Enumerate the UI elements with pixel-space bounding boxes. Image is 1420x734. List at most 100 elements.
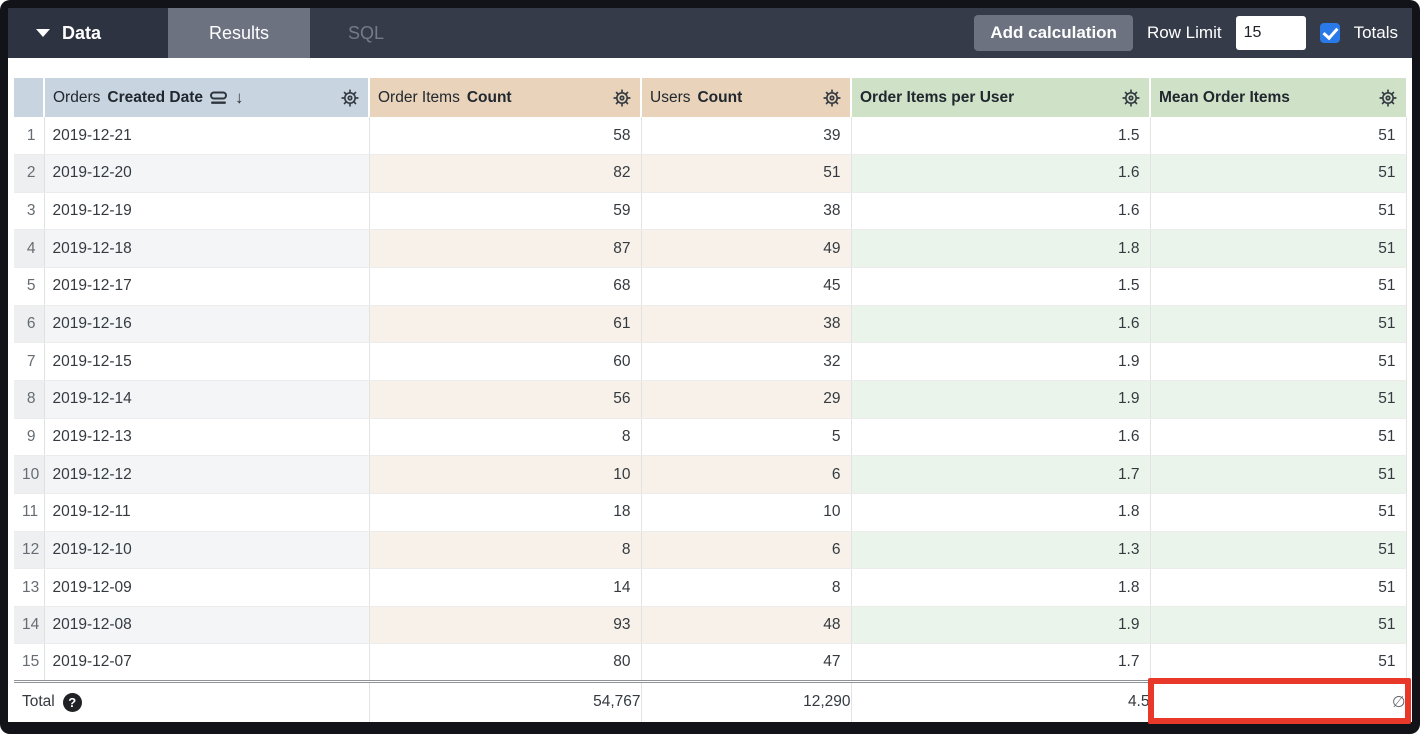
order-items-count-cell[interactable]: 60: [368, 342, 641, 381]
users-count-cell[interactable]: 29: [640, 380, 851, 419]
gear-icon[interactable]: [612, 88, 632, 108]
mean-order-items-cell[interactable]: 51: [1149, 455, 1407, 494]
gear-icon[interactable]: [822, 88, 842, 108]
order-items-count-cell[interactable]: 87: [368, 229, 641, 269]
table-row: 12 2019-12-10 8 6 1.3 51: [14, 531, 1407, 570]
column-header-orders-created-date[interactable]: Orders Created Date ↓: [43, 78, 369, 117]
date-cell[interactable]: 2019-12-21: [44, 117, 369, 156]
order-items-per-user-cell[interactable]: 1.6: [850, 418, 1150, 457]
order-items-count-cell[interactable]: 59: [368, 192, 641, 231]
date-cell[interactable]: 2019-12-11: [44, 493, 369, 532]
mean-order-items-cell[interactable]: 51: [1149, 418, 1407, 457]
column-header-mean-order-items[interactable]: Mean Order Items: [1149, 78, 1406, 117]
order-items-per-user-cell[interactable]: 1.8: [850, 568, 1150, 607]
order-items-count-cell[interactable]: 14: [368, 568, 641, 607]
order-items-count-cell[interactable]: 58: [368, 117, 641, 156]
add-calculation-button[interactable]: Add calculation: [974, 15, 1133, 51]
users-count-cell[interactable]: 38: [640, 192, 851, 231]
order-items-count-cell[interactable]: 82: [368, 154, 641, 193]
column-header-users-count[interactable]: Users Count: [640, 78, 851, 117]
totals-row: Total ? 54,767 12,290 4.5 ∅: [14, 680, 1407, 722]
date-cell[interactable]: 2019-12-09: [44, 568, 369, 607]
date-cell[interactable]: 2019-12-16: [44, 305, 369, 344]
order-items-count-cell[interactable]: 18: [368, 493, 641, 532]
date-cell[interactable]: 2019-12-15: [44, 342, 369, 381]
table-row: 6 2019-12-16 61 38 1.6 51: [14, 305, 1407, 344]
order-items-count-cell[interactable]: 8: [368, 531, 641, 570]
order-items-per-user-cell[interactable]: 1.6: [850, 192, 1150, 231]
mean-order-items-cell[interactable]: 51: [1149, 117, 1407, 156]
order-items-per-user-cell[interactable]: 1.7: [850, 643, 1150, 683]
users-count-cell[interactable]: 51: [640, 154, 851, 193]
order-items-count-cell[interactable]: 8: [368, 418, 641, 457]
mean-order-items-cell[interactable]: 51: [1149, 229, 1407, 269]
date-cell[interactable]: 2019-12-08: [44, 606, 369, 645]
order-items-per-user-cell[interactable]: 1.9: [850, 606, 1150, 645]
users-count-cell[interactable]: 6: [640, 455, 851, 494]
table-row: 5 2019-12-17 68 45 1.5 51: [14, 267, 1407, 306]
gear-icon[interactable]: [340, 88, 360, 108]
date-cell[interactable]: 2019-12-07: [44, 643, 369, 683]
order-items-per-user-cell[interactable]: 1.8: [850, 229, 1150, 269]
mean-order-items-cell[interactable]: 51: [1149, 493, 1407, 532]
order-items-count-cell[interactable]: 80: [368, 643, 641, 683]
users-count-cell[interactable]: 47: [640, 643, 851, 683]
order-items-count-cell[interactable]: 68: [368, 267, 641, 306]
mean-order-items-cell[interactable]: 51: [1149, 192, 1407, 231]
order-items-per-user-cell[interactable]: 1.6: [850, 305, 1150, 344]
order-items-per-user-cell[interactable]: 1.3: [850, 531, 1150, 570]
users-count-cell[interactable]: 39: [640, 117, 851, 156]
data-section-header[interactable]: Data: [8, 8, 168, 58]
mean-order-items-cell[interactable]: 51: [1149, 531, 1407, 570]
order-items-count-cell[interactable]: 61: [368, 305, 641, 344]
date-cell[interactable]: 2019-12-19: [44, 192, 369, 231]
table-row: 1 2019-12-21 58 39 1.5 51: [14, 117, 1407, 156]
mean-order-items-cell[interactable]: 51: [1149, 305, 1407, 344]
tab-results[interactable]: Results: [168, 8, 310, 58]
mean-order-items-cell[interactable]: 51: [1149, 380, 1407, 419]
users-count-cell[interactable]: 8: [640, 568, 851, 607]
gear-icon[interactable]: [1121, 88, 1141, 108]
tab-sql[interactable]: SQL: [310, 8, 422, 58]
date-cell[interactable]: 2019-12-14: [44, 380, 369, 419]
users-count-cell[interactable]: 49: [640, 229, 851, 269]
users-count-cell[interactable]: 32: [640, 342, 851, 381]
mean-order-items-cell[interactable]: 51: [1149, 342, 1407, 381]
users-count-cell[interactable]: 10: [640, 493, 851, 532]
order-items-per-user-cell[interactable]: 1.7: [850, 455, 1150, 494]
mean-order-items-cell[interactable]: 51: [1149, 643, 1407, 683]
gear-icon[interactable]: [1378, 88, 1398, 108]
mean-order-items-cell[interactable]: 51: [1149, 568, 1407, 607]
column-header-order-items-per-user[interactable]: Order Items per User: [850, 78, 1150, 117]
order-items-count-cell[interactable]: 93: [368, 606, 641, 645]
date-cell[interactable]: 2019-12-20: [44, 154, 369, 193]
help-icon[interactable]: ?: [62, 692, 82, 712]
date-cell[interactable]: 2019-12-17: [44, 267, 369, 306]
users-count-cell[interactable]: 45: [640, 267, 851, 306]
order-items-per-user-cell[interactable]: 1.9: [850, 380, 1150, 419]
row-number-cell: 6: [14, 305, 45, 344]
date-cell[interactable]: 2019-12-13: [44, 418, 369, 457]
order-items-count-cell[interactable]: 10: [368, 455, 641, 494]
column-header-order-items-count[interactable]: Order Items Count: [368, 78, 641, 117]
date-cell[interactable]: 2019-12-18: [44, 229, 369, 269]
order-items-per-user-cell[interactable]: 1.5: [850, 267, 1150, 306]
users-count-cell[interactable]: 38: [640, 305, 851, 344]
users-count-cell[interactable]: 6: [640, 531, 851, 570]
order-items-per-user-cell[interactable]: 1.9: [850, 342, 1150, 381]
row-limit-label: Row Limit: [1146, 23, 1222, 42]
date-cell[interactable]: 2019-12-12: [44, 455, 369, 494]
sort-descending-icon[interactable]: ↓: [235, 87, 244, 107]
users-count-cell[interactable]: 48: [640, 606, 851, 645]
users-count-cell[interactable]: 5: [640, 418, 851, 457]
totals-checkbox[interactable]: [1319, 23, 1340, 43]
order-items-per-user-cell[interactable]: 1.6: [850, 154, 1150, 193]
order-items-per-user-cell[interactable]: 1.8: [850, 493, 1150, 532]
order-items-per-user-cell[interactable]: 1.5: [850, 117, 1150, 156]
mean-order-items-cell[interactable]: 51: [1149, 267, 1407, 306]
order-items-count-cell[interactable]: 56: [368, 380, 641, 419]
date-cell[interactable]: 2019-12-10: [44, 531, 369, 570]
mean-order-items-cell[interactable]: 51: [1149, 606, 1407, 645]
mean-order-items-cell[interactable]: 51: [1149, 154, 1407, 193]
row-limit-input[interactable]: [1235, 16, 1306, 50]
